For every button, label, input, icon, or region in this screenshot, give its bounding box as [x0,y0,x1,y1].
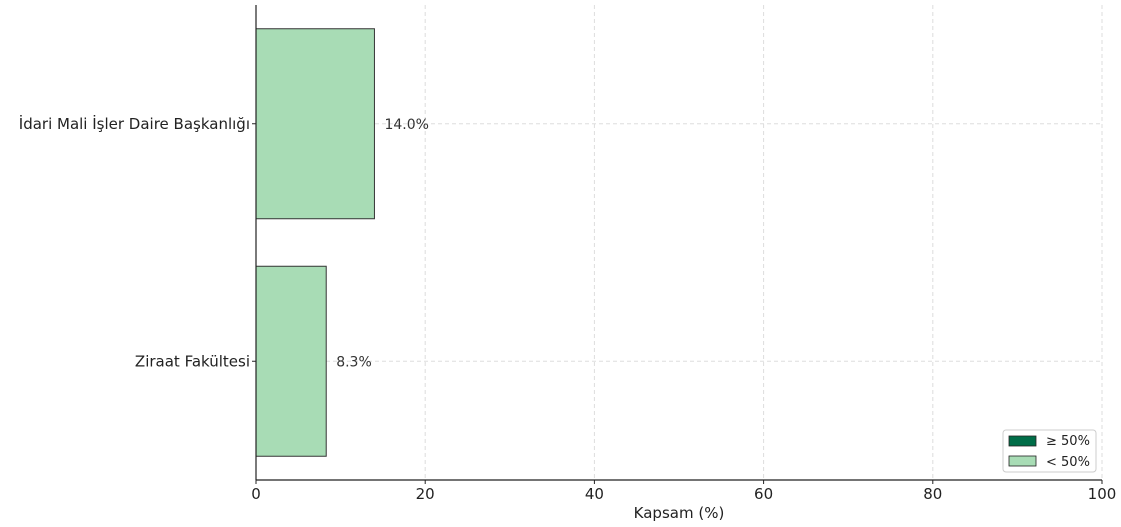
x-ticks: 0 20 40 60 80 100 [251,480,1116,503]
legend-label-high: ≥ 50% [1046,434,1090,449]
axes [255,5,1102,481]
x-tick-label: 40 [585,485,604,503]
legend-swatch-high [1008,435,1037,447]
category-labels: İdari Mali İşler Daire Başkanlığı Ziraat … [19,114,256,370]
x-tick-label: 20 [416,485,435,503]
data-label: 14.0% [384,117,428,133]
bars [255,28,375,457]
legend: ≥ 50% < 50% [1002,429,1097,473]
x-tick-label: 100 [1088,485,1117,503]
data-labels: 14.0% 8.3% [336,117,429,371]
data-label: 8.3% [336,354,372,370]
bar [255,265,327,457]
x-tick-label: 80 [923,485,942,503]
grid-lines [255,5,1103,480]
category-label: İdari Mali İşler Daire Başkanlığı [19,114,250,133]
x-tick-label: 60 [754,485,773,503]
legend-swatch-low [1008,455,1037,467]
bar [255,28,375,220]
legend-label-low: < 50% [1046,455,1090,470]
category-label: Ziraat Fakültesi [135,352,250,370]
x-tick-label: 0 [251,485,261,503]
x-axis-title: Kapsam (%) [634,504,725,522]
